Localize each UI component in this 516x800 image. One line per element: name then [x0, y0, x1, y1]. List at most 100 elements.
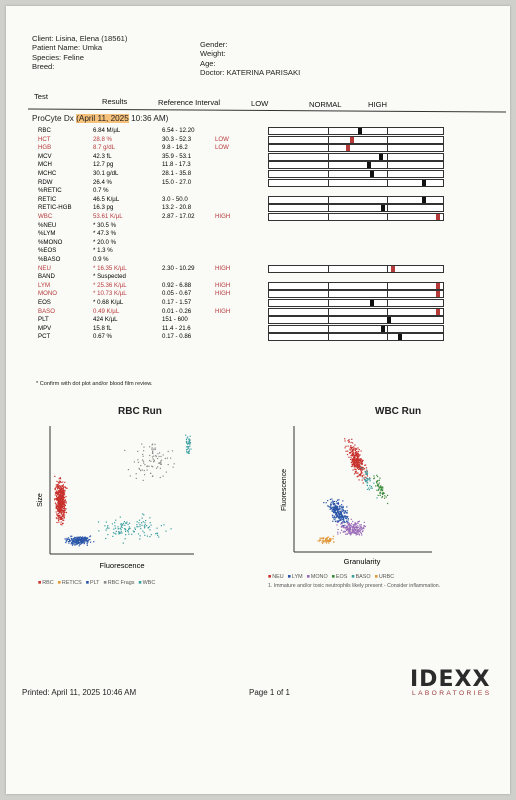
- scatter-dot: [59, 518, 61, 520]
- scatter-dot: [68, 542, 70, 544]
- scatter-dot: [58, 490, 60, 492]
- scatter-dot: [60, 513, 62, 515]
- legend-swatch: ■: [38, 580, 42, 586]
- scatter-dot: [351, 454, 353, 457]
- report-page: Client: Lisina, Elena (18561) Patient Na…: [6, 6, 510, 794]
- scatter-dot: [85, 538, 87, 540]
- scatter-dot: [347, 528, 349, 530]
- scatter-dot: [189, 441, 191, 444]
- scatter-dot: [55, 507, 57, 509]
- scatter-dot: [384, 495, 386, 497]
- scatter-dot: [351, 459, 354, 461]
- scatter-dot: [59, 485, 61, 487]
- scatter-dot: [186, 450, 188, 452]
- test-name: NEU: [38, 264, 51, 272]
- scatter-dot: [354, 452, 356, 454]
- scatter-dot: [125, 522, 127, 524]
- scatter-dot: [137, 526, 139, 528]
- scatter-dot: [333, 506, 335, 508]
- scatter-dot: [155, 455, 157, 458]
- scatter-dot: [57, 487, 59, 489]
- test-result: 0.9 %: [93, 256, 109, 263]
- test-result: * 47.3 %: [93, 230, 117, 238]
- col-high: HIGH: [368, 100, 387, 109]
- scatter-dot: [356, 460, 358, 462]
- scatter-dot: [328, 539, 330, 541]
- col-reference: Reference Interval: [158, 98, 221, 107]
- scatter-dot: [148, 526, 151, 528]
- scatter-dot: [366, 485, 368, 487]
- scatter-dot: [348, 439, 350, 441]
- scatter-dot: [55, 505, 57, 507]
- scatter-dot: [361, 475, 363, 477]
- scatter-dot: [150, 472, 152, 474]
- scatter-dot: [381, 496, 383, 499]
- scatter-dot: [105, 529, 107, 531]
- rbc-run-plot: Size Fluorescence: [37, 426, 194, 570]
- scatter-dot: [59, 502, 61, 504]
- scatter-dot: [369, 477, 371, 479]
- scatter-dot: [358, 450, 360, 453]
- scatter-dot: [362, 530, 364, 532]
- scatter-dot: [61, 496, 63, 498]
- scatter-dot: [62, 513, 64, 515]
- scatter-dot: [360, 471, 363, 473]
- scatter-dot: [350, 525, 352, 527]
- scatter-dot: [55, 503, 57, 505]
- legend-swatch: ■: [268, 574, 272, 580]
- scatter-dot: [334, 504, 336, 506]
- scatter-dot: [73, 542, 75, 544]
- table-row: HCT 28.8 % 30.3 - 52.3 LOW: [30, 135, 500, 145]
- scatter-dot: [142, 479, 144, 481]
- scatter-dot: [56, 521, 58, 524]
- scatter-dot: [333, 512, 335, 514]
- scatter-dot: [337, 503, 339, 505]
- scatter-dot: [162, 454, 164, 456]
- scatter-dot: [342, 518, 344, 520]
- scatter-dot: [338, 514, 340, 516]
- scatter-dot: [354, 526, 356, 528]
- scatter-dot: [54, 489, 56, 491]
- scatter-dot: [170, 528, 172, 530]
- scatter-dot: [160, 460, 162, 462]
- scatter-dot: [366, 488, 369, 490]
- rbc-run-legend: ■RBC ■RETICS ■PLT ■RBC Frags ■WBC: [38, 580, 155, 586]
- scatter-dot: [63, 501, 65, 503]
- scatter-dot: [79, 542, 81, 544]
- scatter-dot: [61, 493, 63, 495]
- scatter-dot: [63, 506, 65, 508]
- scatter-dot: [154, 448, 156, 451]
- table-row: EOS * 0.68 K/µL 0.17 - 1.57: [30, 299, 500, 308]
- legend-swatch: ■: [57, 580, 61, 586]
- scatter-dot: [159, 476, 161, 479]
- scatter-dot: [79, 538, 81, 540]
- scatter-dot: [382, 489, 384, 491]
- scatter-dot: [354, 468, 356, 470]
- scatter-dot: [352, 450, 354, 452]
- scatter-dot: [57, 502, 59, 504]
- section-title-prefix: ProCyte Dx: [32, 114, 77, 123]
- scatter-dot: [373, 482, 375, 484]
- scatter-dot: [190, 448, 192, 450]
- scatter-dot: [137, 450, 139, 452]
- reference-interval: 11.8 - 17.3: [162, 161, 191, 169]
- scatter-dot: [357, 465, 359, 467]
- reference-interval: 2.87 - 17.02: [162, 213, 195, 220]
- scatter-dot: [71, 535, 73, 537]
- scatter-dot: [60, 504, 62, 506]
- legend-label: RETICS: [61, 580, 82, 586]
- section-title-date: (April 11, 2025: [76, 114, 129, 123]
- scatter-dot: [336, 515, 338, 517]
- scatter-dot: [383, 492, 385, 494]
- scatter-dot: [354, 456, 356, 458]
- scatter-dot: [64, 492, 66, 494]
- scatter-dot: [107, 534, 109, 536]
- scatter-dot: [358, 460, 360, 462]
- scatter-dot: [129, 527, 131, 529]
- confirm-note: * Confirm with dot plot and/or blood fil…: [36, 381, 153, 387]
- scatter-dot: [337, 515, 339, 517]
- scatter-dot: [353, 532, 355, 534]
- scatter-dot: [127, 469, 129, 471]
- normal-band: [328, 171, 388, 177]
- scatter-dot: [64, 504, 66, 506]
